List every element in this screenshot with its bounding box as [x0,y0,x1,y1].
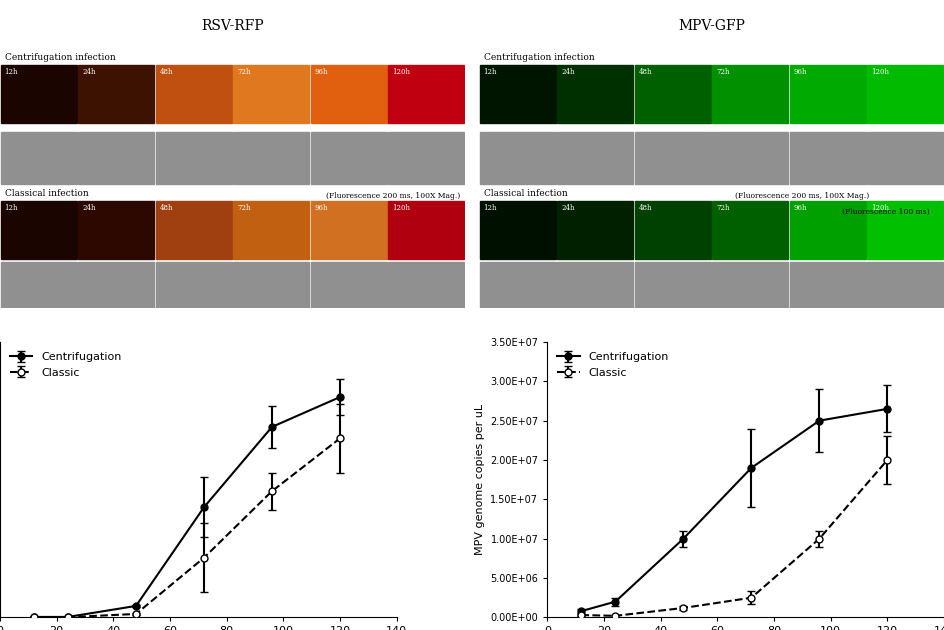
Bar [78,132,154,184]
Text: Centrifugation infection: Centrifugation infection [5,54,115,62]
Bar [557,201,633,259]
Text: RSV-RFP: RSV-RFP [201,19,263,33]
Text: 96h: 96h [794,68,807,76]
Text: 48h: 48h [639,68,652,76]
Bar [790,65,866,123]
Bar [557,65,633,123]
Text: 120h: 120h [871,68,889,76]
Text: 96h: 96h [314,68,329,76]
Bar [156,65,231,123]
Bar [388,65,464,123]
Bar [635,132,711,184]
Bar [480,65,556,123]
Text: 12h: 12h [5,204,18,212]
Bar [233,132,309,184]
Y-axis label: MPV genome copies per uL: MPV genome copies per uL [475,404,484,555]
Text: 96h: 96h [314,204,329,212]
Text: (Fluorescence 200 ms, 100X Mag.): (Fluorescence 200 ms, 100X Mag.) [326,192,461,200]
Bar [713,132,788,184]
Bar [868,262,943,308]
Legend: Centrifugation, Classic: Centrifugation, Classic [553,348,673,382]
Bar [790,201,866,259]
Bar [156,201,231,259]
Bar [311,132,387,184]
Text: 24h: 24h [82,204,95,212]
Text: Classical infection: Classical infection [483,189,567,198]
Bar [156,132,231,184]
Bar [1,201,76,259]
Text: 48h: 48h [160,68,173,76]
Bar [635,262,711,308]
Bar [480,262,556,308]
Bar [388,132,464,184]
Text: MPV-GFP: MPV-GFP [678,19,745,33]
Text: 48h: 48h [639,204,652,212]
Text: 120h: 120h [392,204,411,212]
Text: 72h: 72h [237,68,251,76]
Bar [78,201,154,259]
Text: 12h: 12h [5,68,18,76]
Bar [635,201,711,259]
Text: 120h: 120h [392,68,411,76]
Bar [233,201,309,259]
Text: (Fluorescence 200 ms, 100X Mag.): (Fluorescence 200 ms, 100X Mag.) [734,192,869,200]
Text: (Fluorescence 100 ms): (Fluorescence 100 ms) [842,207,929,215]
Text: 24h: 24h [561,68,575,76]
Bar [713,262,788,308]
Bar [1,65,76,123]
Legend: Centrifugation, Classic: Centrifugation, Classic [6,348,126,382]
Text: 72h: 72h [237,204,251,212]
Text: 72h: 72h [716,68,730,76]
Text: 120h: 120h [871,204,889,212]
Bar [713,201,788,259]
Text: Centrifugation infection: Centrifugation infection [483,54,595,62]
Bar [311,65,387,123]
Bar [635,65,711,123]
Bar [388,262,464,308]
Bar [868,132,943,184]
Bar [790,262,866,308]
Text: Classical infection: Classical infection [5,189,89,198]
Bar [388,201,464,259]
Text: 72h: 72h [716,204,730,212]
Bar [233,262,309,308]
Bar [790,132,866,184]
Bar [311,262,387,308]
Bar [868,65,943,123]
Bar [713,65,788,123]
Bar [78,262,154,308]
Text: 48h: 48h [160,204,173,212]
Bar [557,262,633,308]
Bar [1,262,76,308]
Bar [557,132,633,184]
Text: 96h: 96h [794,204,807,212]
Text: 24h: 24h [82,68,95,76]
Bar [233,65,309,123]
Text: 12h: 12h [483,68,497,76]
Bar [1,132,76,184]
Bar [868,201,943,259]
Bar [78,65,154,123]
Text: 24h: 24h [561,204,575,212]
Bar [480,201,556,259]
Text: 12h: 12h [483,204,497,212]
Bar [311,201,387,259]
Bar [156,262,231,308]
Bar [480,132,556,184]
